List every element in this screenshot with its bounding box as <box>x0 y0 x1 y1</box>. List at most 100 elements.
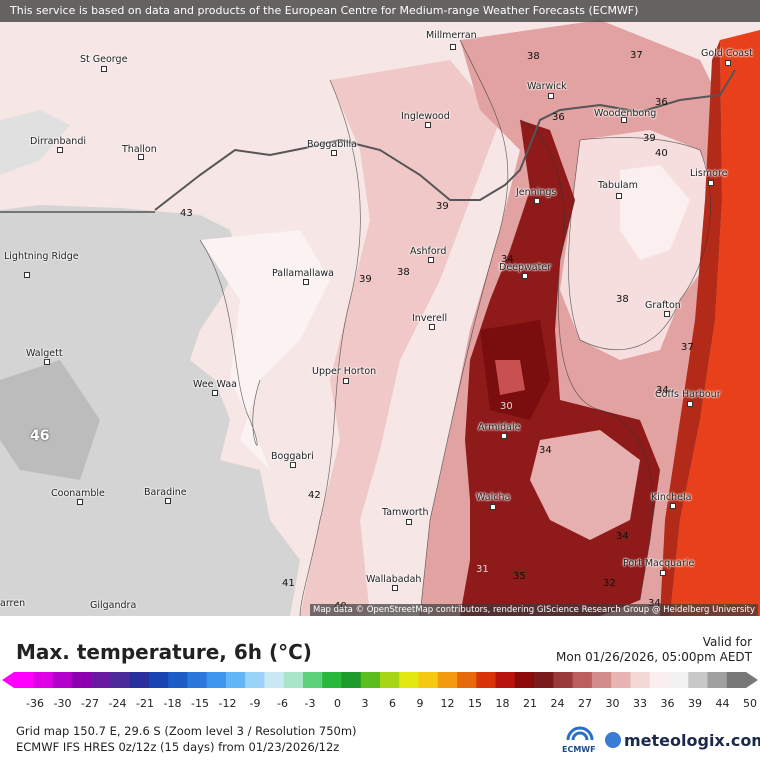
scale-tick-label: 27 <box>578 697 592 710</box>
scale-swatch <box>495 672 516 688</box>
scale-swatch <box>33 672 54 688</box>
town-dot <box>101 66 107 72</box>
town-label[interactable]: Lismore <box>690 168 728 179</box>
meteologix-logo-icon <box>605 732 621 748</box>
scale-tick-label: 36 <box>660 697 675 710</box>
town-label[interactable]: Lightning Ridge <box>4 251 79 262</box>
town-dot <box>429 324 435 330</box>
scale-swatch <box>649 672 670 688</box>
town-label[interactable]: Wallabadah <box>366 574 422 585</box>
town-label[interactable]: Kinchela <box>651 492 692 503</box>
town-label[interactable]: Millmerran <box>426 30 477 41</box>
town-label[interactable]: Inverell <box>412 313 448 324</box>
scale-swatch <box>437 672 458 688</box>
contour-label: 39 <box>359 274 372 285</box>
town-label[interactable]: Boggabilla <box>307 139 357 150</box>
scale-tick-label: 44 <box>715 697 730 710</box>
scale-swatch <box>399 672 420 688</box>
scale-tick-label: -21 <box>136 697 154 710</box>
ecmwf-logo-icon[interactable] <box>562 726 598 756</box>
town-label[interactable]: Tabulam <box>598 180 638 191</box>
town-dot <box>428 257 434 263</box>
town-label[interactable]: Port Macquarie <box>623 558 695 569</box>
town-dot <box>687 401 693 407</box>
map-field <box>0 0 760 616</box>
town-dot <box>303 279 309 285</box>
meteologix-brand[interactable]: meteologix.com <box>624 731 760 750</box>
scale-swatch <box>245 672 265 688</box>
town-label[interactable]: Walcha <box>476 492 511 503</box>
scale-tick-label: 3 <box>361 697 369 710</box>
scale-swatch <box>341 672 362 688</box>
town-label[interactable]: Pallamallawa <box>272 268 334 279</box>
scale-swatch <box>264 672 285 688</box>
town-dot <box>57 147 63 153</box>
grid-info: Grid map 150.7 E, 29.6 S (Zoom level 3 /… <box>16 724 357 738</box>
scale-tick-label: 21 <box>523 697 537 710</box>
town-label[interactable]: St George <box>80 54 128 65</box>
town-dot <box>616 193 622 199</box>
town-label[interactable]: Gold Coast <box>701 48 753 59</box>
contour-label: 39 <box>643 133 656 144</box>
town-dot <box>708 180 714 186</box>
town-dot <box>660 570 666 576</box>
scale-swatch <box>668 672 689 688</box>
town-label[interactable]: Warwick <box>527 81 567 92</box>
scale-tick-label: -27 <box>81 697 99 710</box>
town-label[interactable]: Gilgandra <box>90 600 137 611</box>
town-label[interactable]: Baradine <box>144 487 187 498</box>
town-label[interactable]: Jennings <box>516 187 557 198</box>
town-label[interactable]: Coffs Harbour <box>655 389 721 400</box>
temperature-map[interactable]: This service is based on data and produc… <box>0 0 760 616</box>
scale-tick-label: -6 <box>277 697 288 710</box>
town-dot <box>290 462 296 468</box>
map-attribution[interactable]: Map data © OpenStreetMap contributors, r… <box>310 604 758 616</box>
scale-swatch <box>168 672 188 688</box>
scale-swatch <box>630 672 651 688</box>
town-dot <box>522 273 528 279</box>
town-dot <box>406 519 412 525</box>
town-label[interactable]: Inglewood <box>401 111 450 122</box>
contour-label: 34 <box>501 254 514 265</box>
town-label[interactable]: Grafton <box>645 300 681 311</box>
contour-label: 41 <box>282 578 295 589</box>
contour-label: 37 <box>681 342 694 353</box>
scale-tick-label: 33 <box>633 697 647 710</box>
scale-swatch <box>71 672 92 688</box>
model-info: ECMWF IFS HRES 0z/12z (15 days) from 01/… <box>16 740 340 754</box>
town-label[interactable]: arren <box>0 598 26 609</box>
town-label[interactable]: Coonamble <box>51 488 105 499</box>
town-dot <box>212 390 218 396</box>
town-label[interactable]: Armidale <box>478 422 521 433</box>
town-dot <box>548 93 554 99</box>
contour-label: 34 <box>539 445 552 456</box>
scale-min-arrow <box>2 672 14 688</box>
town-dot <box>490 504 496 510</box>
scale-swatch <box>91 672 111 688</box>
scale-swatch <box>148 672 169 688</box>
contour-label: 31 <box>476 564 489 575</box>
town-dot <box>725 60 731 66</box>
scale-swatch <box>283 672 304 688</box>
town-label[interactable]: Dirranbandi <box>30 136 86 147</box>
contour-label: 38 <box>397 267 410 278</box>
town-label[interactable]: Walgett <box>26 348 63 359</box>
scale-swatch <box>129 672 150 688</box>
town-label[interactable]: Woodenbong <box>594 108 657 119</box>
contour-label: 34 <box>656 385 669 396</box>
town-label[interactable]: Upper Horton <box>312 366 377 377</box>
scale-tick-label: 9 <box>416 697 424 710</box>
town-label[interactable]: Tamworth <box>382 507 429 518</box>
town-label[interactable]: Boggabri <box>271 451 314 462</box>
scale-swatch <box>360 672 381 688</box>
town-label[interactable]: Thallon <box>122 144 157 155</box>
town-label[interactable]: Wee Waa <box>193 379 237 390</box>
town-label[interactable]: Deepwater <box>499 262 552 273</box>
scale-tick-label: -30 <box>53 697 72 710</box>
contour-label: 39 <box>436 201 449 212</box>
town-label[interactable]: Ashford <box>410 246 447 257</box>
map-title: Max. temperature, 6h (°C) <box>16 640 312 664</box>
scale-swatch <box>322 672 342 688</box>
contour-label: 37 <box>630 50 643 61</box>
scale-swatch <box>206 672 227 688</box>
